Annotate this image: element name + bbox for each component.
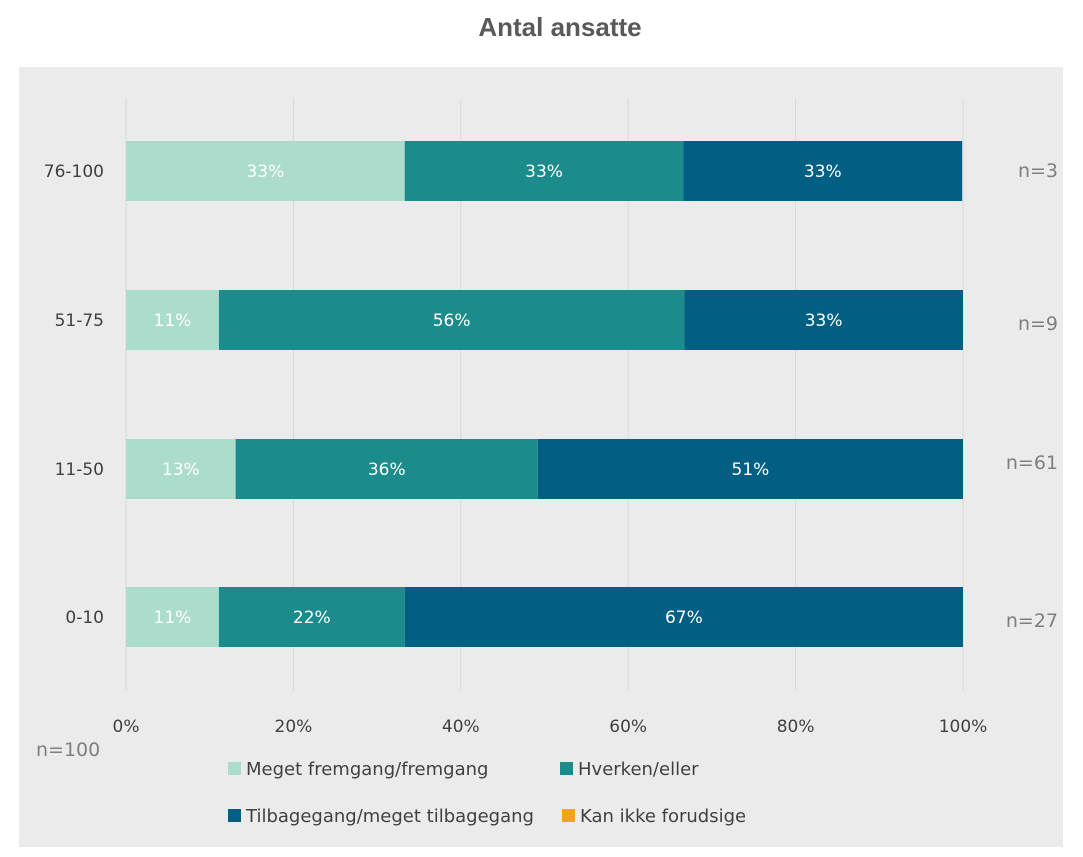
- bar-segment: [126, 587, 219, 647]
- data-label: 56%: [433, 311, 471, 331]
- bar-segment: [126, 290, 219, 350]
- total-n-label: n=100: [36, 739, 100, 761]
- data-label: 11%: [154, 608, 192, 628]
- x-tick-labels: 0% 20% 40% 60% 80% 100%: [113, 717, 988, 737]
- n-label: n=61: [1006, 452, 1058, 474]
- data-label: 11%: [154, 311, 192, 331]
- data-label: 33%: [525, 162, 563, 182]
- legend-swatch: [228, 809, 241, 822]
- bar-segment: [404, 587, 963, 647]
- x-tick-label: 100%: [939, 717, 988, 737]
- data-label: 36%: [368, 460, 406, 480]
- category-labels: 76-100 51-75 11-50 0-10: [44, 162, 104, 628]
- legend-label: Kan ikke forudsige: [580, 806, 746, 827]
- legend-label: Meget fremgang/fremgang: [246, 759, 488, 780]
- data-label: 67%: [665, 608, 703, 628]
- data-label: 33%: [804, 162, 842, 182]
- legend-swatch: [562, 809, 575, 822]
- legend-swatch: [560, 762, 573, 775]
- bar-segment: [537, 439, 963, 499]
- n-label: n=3: [1018, 160, 1058, 182]
- x-tick-label: 80%: [777, 717, 815, 737]
- data-label: 33%: [805, 311, 843, 331]
- legend-label: Hverken/eller: [578, 759, 699, 780]
- data-label: 51%: [732, 460, 770, 480]
- x-tick-label: 0%: [113, 717, 140, 737]
- category-label: 0-10: [65, 608, 104, 628]
- bar-segment: [235, 439, 538, 499]
- x-tick-label: 40%: [442, 717, 480, 737]
- data-label: 33%: [246, 162, 284, 182]
- category-label: 76-100: [44, 162, 104, 182]
- legend-label: Tilbagegang/meget tilbagegang: [245, 806, 534, 827]
- n-label: n=9: [1018, 313, 1058, 335]
- x-tick-label: 60%: [609, 717, 647, 737]
- legend-swatch: [228, 762, 241, 775]
- x-tick-label: 20%: [275, 717, 313, 737]
- bar-segment: [404, 141, 684, 201]
- bar-segment: [684, 290, 963, 350]
- bar-segment: [218, 587, 405, 647]
- bar-segment: [683, 141, 963, 201]
- n-label: n=27: [1006, 610, 1058, 632]
- category-label: 51-75: [55, 311, 104, 331]
- bar-segment: [218, 290, 685, 350]
- data-label: 22%: [293, 608, 331, 628]
- legend: Meget fremgang/fremgang Hverken/eller Tilb…: [228, 759, 746, 827]
- n-labels: n=3 n=9 n=61 n=27: [1006, 160, 1058, 632]
- chart-title: Antal ansatte: [478, 12, 642, 42]
- data-label: 13%: [162, 460, 200, 480]
- category-label: 11-50: [55, 460, 104, 480]
- bar-segment: [126, 439, 236, 499]
- bar-segment: [126, 141, 405, 201]
- bars: 33% 33% 33% 11% 56% 33% 13% 36% 51% 11% 22% 67%: [126, 141, 963, 647]
